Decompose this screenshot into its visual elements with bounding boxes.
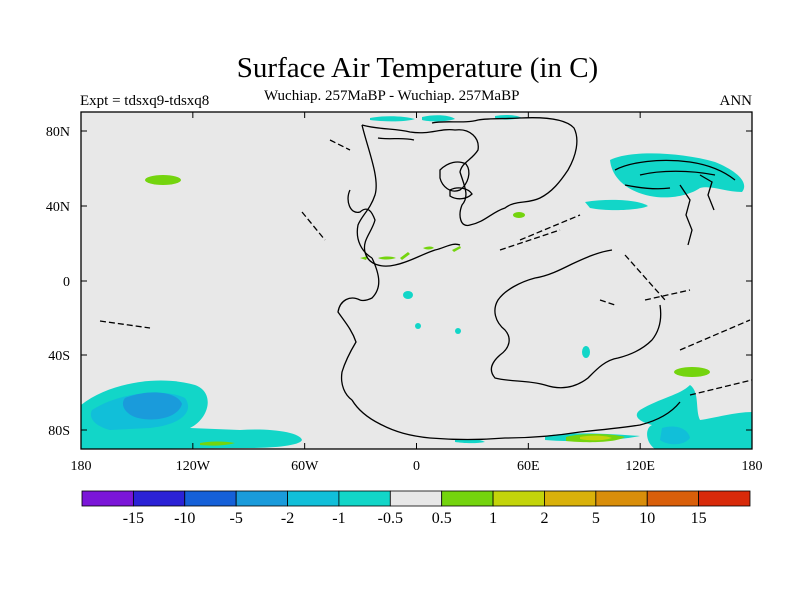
colorbar-box	[235, 490, 288, 507]
coastline-northeast	[614, 159, 736, 246]
colorbar-label: 15	[691, 510, 707, 527]
colorbar-label: -2	[281, 510, 294, 527]
period-label: ANN	[719, 93, 753, 109]
cool-spot-equator	[403, 291, 413, 299]
colorbar-box	[492, 490, 545, 507]
coastline-inner-sea	[439, 161, 470, 192]
colorbar-box	[389, 490, 443, 507]
fragment-south-island	[689, 379, 752, 396]
cool-anomaly-arctic-2	[422, 115, 455, 122]
colorbar-box	[81, 490, 134, 507]
chart-title: Surface Air Temperature (in C)	[236, 52, 599, 84]
colorbar	[81, 490, 751, 507]
cool-anomaly-southeast-core	[660, 426, 690, 445]
colorbar-label: 0.5	[432, 510, 452, 527]
warm-anomaly-asia	[513, 212, 525, 218]
warm-anomaly-tropics-5	[452, 246, 461, 252]
warm-anomaly-southwest	[200, 441, 235, 446]
colorbar-label: -0.5	[378, 510, 403, 527]
lon-tick-labels: 180 120W 60W 0 60E 120E 180	[71, 459, 763, 474]
fragment-east-2	[644, 289, 691, 301]
colorbar-box	[132, 490, 186, 507]
lat-tick-labels: 80N 40N 0 40S 80S	[46, 125, 70, 439]
coastlines	[337, 117, 736, 441]
cool-anomaly-southwest-deep	[122, 392, 182, 420]
colorbar-box	[441, 490, 494, 507]
warm-anomaly-tropics-2	[378, 256, 396, 260]
colorbar-box	[287, 490, 340, 507]
lat-tick-label: 40S	[48, 349, 70, 364]
warm-anomaly-south-core	[580, 435, 612, 441]
warm-anomaly-southeast	[674, 367, 710, 377]
anomaly-fields	[81, 114, 752, 449]
colorbar-label: 1	[489, 510, 497, 527]
colorbar-box	[184, 490, 237, 507]
colorbar-label: -15	[123, 510, 144, 527]
warm-anomaly-tropics-3	[400, 252, 410, 260]
colorbar-box	[646, 490, 700, 507]
lon-tick-label: 180	[71, 459, 92, 474]
colorbar-label: 2	[540, 510, 548, 527]
coastline-western-pangea	[356, 124, 380, 302]
cool-spot-south-3	[582, 346, 590, 358]
fragment-north-atlantic	[329, 139, 351, 151]
lon-tick-label: 120E	[625, 459, 655, 474]
colorbar-label: 5	[592, 510, 600, 527]
colorbar-label: -1	[332, 510, 345, 527]
colorbar-box	[698, 490, 751, 507]
lon-tick-label: 120W	[176, 459, 211, 474]
cool-anomaly-north-strip	[585, 199, 648, 211]
chart-subtitle: Wuchiap. 257MaBP - Wuchiap. 257MaBP	[264, 88, 520, 104]
colorbar-box	[338, 490, 391, 507]
lat-tick-marks	[81, 130, 752, 431]
lon-tick-label: 180	[742, 459, 763, 474]
lon-tick-label: 60W	[291, 459, 319, 474]
fragment-tethys-1	[499, 229, 561, 251]
lon-tick-label: 0	[413, 459, 420, 474]
cool-anomaly-arctic	[370, 116, 415, 122]
warm-anomaly-tropics-1	[360, 256, 368, 260]
fragment-northwest	[301, 211, 326, 241]
warm-anomaly-north-pacific	[145, 175, 181, 185]
warm-anomaly-tropics-4	[423, 246, 434, 250]
lat-tick-label: 80N	[46, 125, 70, 140]
cool-spot-south-2	[455, 328, 461, 334]
colorbar-labels: -15 -10 -5 -2 -1 -0.5 0.5 1 2 5 10 15	[123, 510, 707, 527]
lat-tick-label: 40N	[46, 200, 70, 215]
colorbar-box	[544, 490, 597, 507]
lat-tick-label: 80S	[48, 424, 70, 439]
lat-tick-label: 0	[63, 275, 70, 290]
colorbar-label: -10	[174, 510, 195, 527]
colorbar-label: -5	[229, 510, 242, 527]
fragment-east-3	[599, 299, 616, 306]
fragment-southeast	[679, 319, 751, 351]
fragment-coasts	[99, 139, 752, 396]
lon-tick-marks	[80, 112, 753, 449]
colorbar-label: 10	[639, 510, 655, 527]
colorbar-box	[595, 490, 648, 507]
cool-spot-south-1	[415, 323, 421, 329]
fragment-east-1	[624, 254, 666, 301]
lon-tick-label: 60E	[517, 459, 540, 474]
fragment-tethys-2	[519, 214, 581, 241]
experiment-label: Expt = tdsxq9-tdsxq8	[80, 93, 210, 109]
coastline-inner-sea-2	[449, 187, 473, 200]
